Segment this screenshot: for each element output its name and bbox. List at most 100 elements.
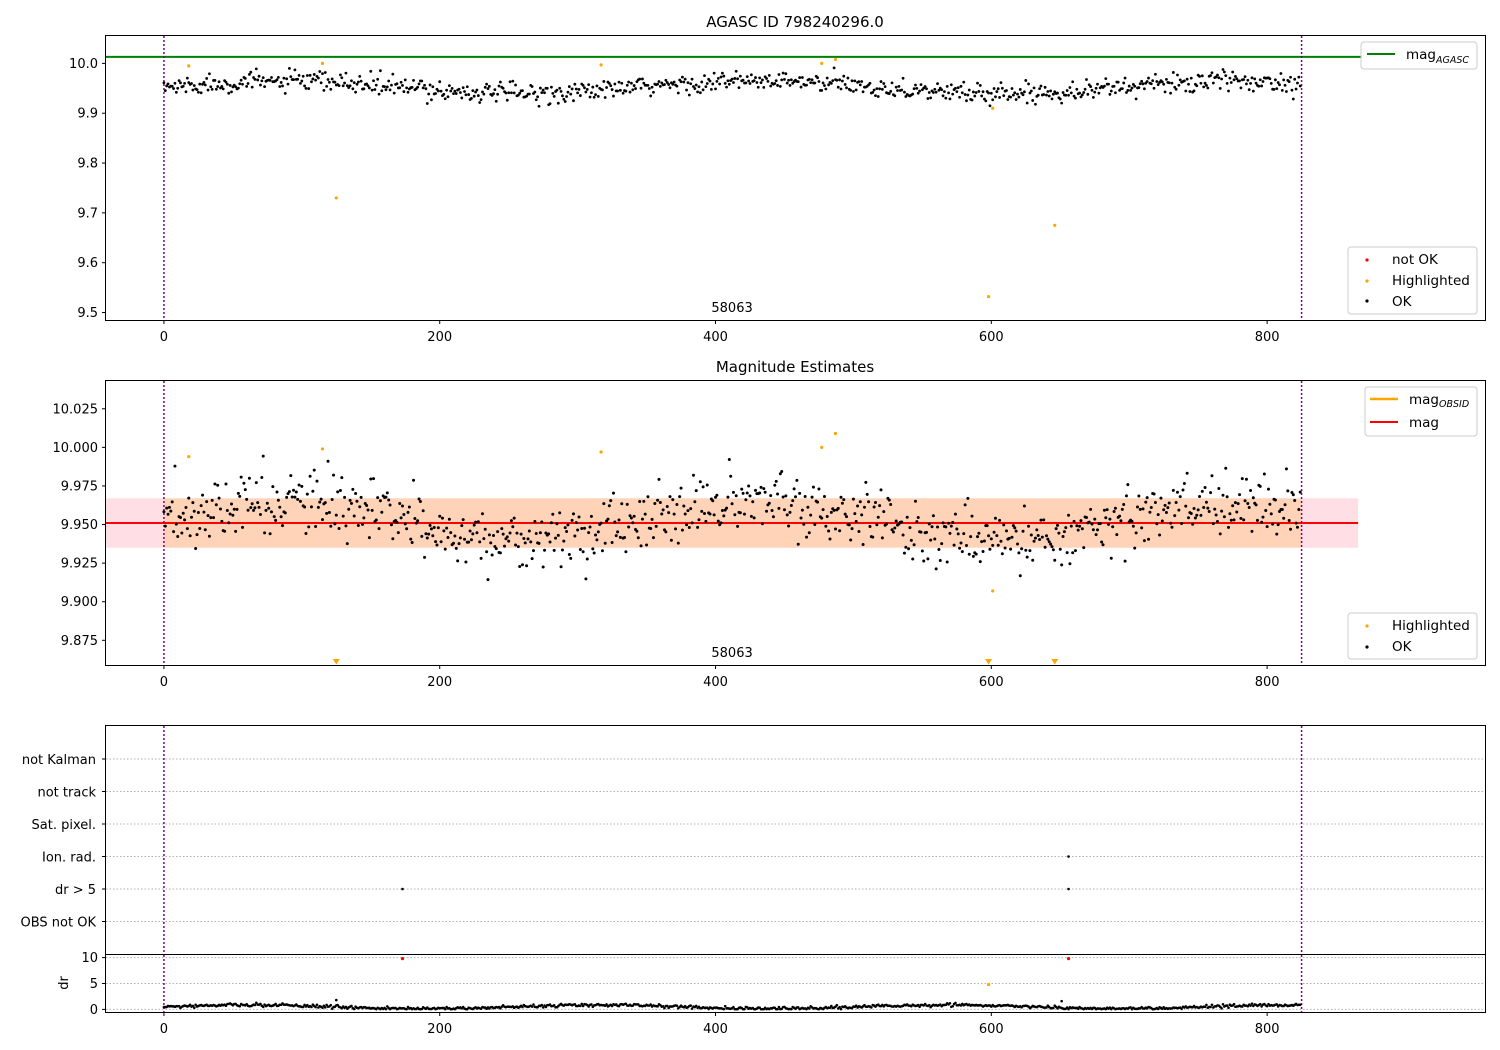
ok-point [387, 79, 391, 83]
ok-point [1217, 76, 1221, 80]
ok-point [716, 76, 720, 80]
ok-point [312, 73, 316, 76]
ok-point [1131, 524, 1135, 528]
ok-point [1217, 486, 1221, 490]
ok-point [656, 82, 659, 86]
ok-point [1272, 87, 1276, 91]
ok-point [249, 506, 253, 510]
ok-point [878, 87, 882, 91]
ok-point [909, 538, 913, 542]
ok-point [214, 87, 218, 91]
ok-point [570, 87, 574, 91]
ok-point [1167, 81, 1171, 85]
ok-point [915, 520, 919, 524]
ok-point [989, 91, 993, 95]
ok-point [410, 540, 414, 544]
ok-point [1102, 508, 1106, 512]
ok-point [925, 530, 929, 534]
ok-point [525, 94, 528, 98]
ok-point [162, 510, 166, 514]
ok-point [1009, 95, 1013, 99]
ok-point [479, 98, 483, 101]
ok-point [916, 91, 920, 95]
ok-point [1108, 92, 1112, 96]
ok-point [1112, 84, 1116, 88]
ok-point [343, 81, 346, 85]
ok-point [858, 500, 862, 504]
ok-point [694, 489, 698, 493]
x-tick-label: 200 [427, 675, 452, 690]
ok-point [1158, 533, 1162, 537]
ok-point [1085, 78, 1088, 81]
ok-point [184, 505, 188, 509]
ok-point [941, 521, 945, 525]
ok-point [915, 86, 919, 90]
ok-point [1192, 89, 1196, 93]
ok-point [754, 76, 757, 79]
ok-point [1218, 532, 1222, 536]
ok-point [908, 526, 912, 530]
ok-point [1043, 85, 1047, 89]
ok-point [1061, 91, 1065, 94]
ok-point [760, 522, 764, 526]
ok-point [569, 92, 573, 96]
ok-point [1039, 518, 1043, 522]
ok-point [900, 88, 904, 92]
ok-point [1044, 534, 1048, 538]
ok-point [1053, 558, 1057, 562]
dr-ok-point [1210, 1003, 1214, 1007]
ok-point [216, 483, 220, 487]
ok-point [592, 551, 596, 555]
ok-point [678, 495, 682, 499]
dr-ok-points [162, 998, 1302, 1011]
ok-point [562, 97, 566, 101]
legend-not-ok-marker [1365, 258, 1369, 262]
ok-point [623, 536, 627, 540]
ok-point [344, 524, 348, 528]
ok-point [304, 531, 308, 535]
ok-point [981, 549, 985, 553]
ok-point [1147, 76, 1150, 80]
ok-point [795, 478, 799, 482]
ok-point [436, 89, 440, 93]
ok-point [558, 511, 562, 515]
ok-point [977, 89, 981, 93]
ok-point [1246, 501, 1250, 505]
ok-point [788, 510, 792, 514]
ok-point [483, 527, 487, 531]
svg-text:magOBSID: magOBSID [1409, 392, 1469, 410]
ok-point [293, 495, 297, 499]
dr-highlighted-point [986, 982, 991, 987]
ok-point [327, 80, 331, 84]
ok-point [308, 474, 312, 478]
ok-point [629, 81, 633, 85]
ok-point [1018, 88, 1022, 91]
ok-point [439, 540, 443, 544]
ok-point [242, 481, 246, 485]
ok-point [643, 512, 647, 516]
ok-point [919, 530, 923, 534]
ok-point [401, 84, 404, 87]
ok-point [702, 512, 706, 516]
ok-point [239, 475, 243, 479]
ok-point [198, 82, 202, 86]
ok-point [322, 88, 326, 92]
ok-point [600, 549, 604, 553]
ok-point [512, 516, 516, 520]
y-tick-label: 10.0 [69, 57, 98, 72]
ok-point [221, 87, 225, 91]
ok-point [806, 505, 810, 509]
dr-not-ok-point [400, 957, 405, 961]
ok-point [427, 532, 431, 536]
ok-point [770, 509, 774, 513]
ok-point [376, 496, 380, 500]
panel2-title: Magnitude Estimates [716, 358, 874, 376]
ok-point [537, 104, 541, 108]
dr-ok-point [722, 1007, 726, 1011]
dr-ok-point [1265, 1004, 1269, 1008]
ok-point [799, 516, 803, 520]
ok-point [169, 509, 173, 513]
ok-point [828, 537, 832, 541]
ok-point [384, 88, 388, 92]
ok-point [638, 499, 642, 503]
